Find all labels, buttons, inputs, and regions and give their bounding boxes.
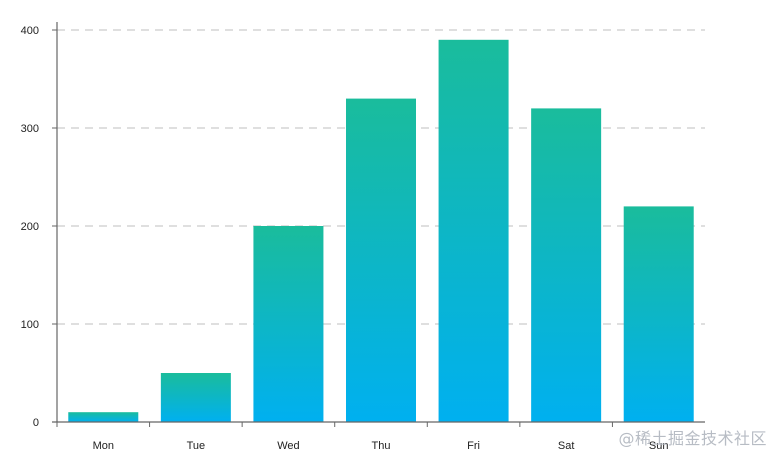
watermark: @稀土掘金技术社区 bbox=[618, 429, 767, 448]
x-tick-label: Fri bbox=[467, 440, 480, 452]
bar-fri[interactable] bbox=[438, 39, 509, 423]
bar-thu[interactable] bbox=[346, 98, 416, 422]
axis-layer bbox=[52, 22, 705, 427]
x-tick-label: Sun bbox=[649, 440, 669, 452]
y-tick-label: 200 bbox=[21, 221, 39, 233]
bar-tue[interactable] bbox=[160, 373, 231, 422]
bar-sat[interactable] bbox=[531, 108, 602, 423]
x-tick-label: Sat bbox=[558, 440, 575, 452]
bar-sun[interactable] bbox=[623, 206, 694, 422]
y-tick-label: 0 bbox=[33, 417, 39, 429]
bars-layer bbox=[68, 39, 694, 423]
x-tick-label: Tue bbox=[187, 440, 206, 452]
bar-wed[interactable] bbox=[253, 226, 324, 422]
y-tick-label: 100 bbox=[21, 319, 39, 331]
x-tick-label: Mon bbox=[93, 440, 114, 452]
x-tick-label: Wed bbox=[277, 440, 299, 452]
bar-mon[interactable] bbox=[68, 412, 139, 422]
y-tick-label: 300 bbox=[21, 123, 39, 135]
y-tick-label: 400 bbox=[21, 25, 39, 37]
x-tick-label: Thu bbox=[372, 440, 391, 452]
labels-layer: 0 100 200 300 400 Mon Tue Wed Thu Fri Sat Sun bbox=[21, 25, 669, 452]
